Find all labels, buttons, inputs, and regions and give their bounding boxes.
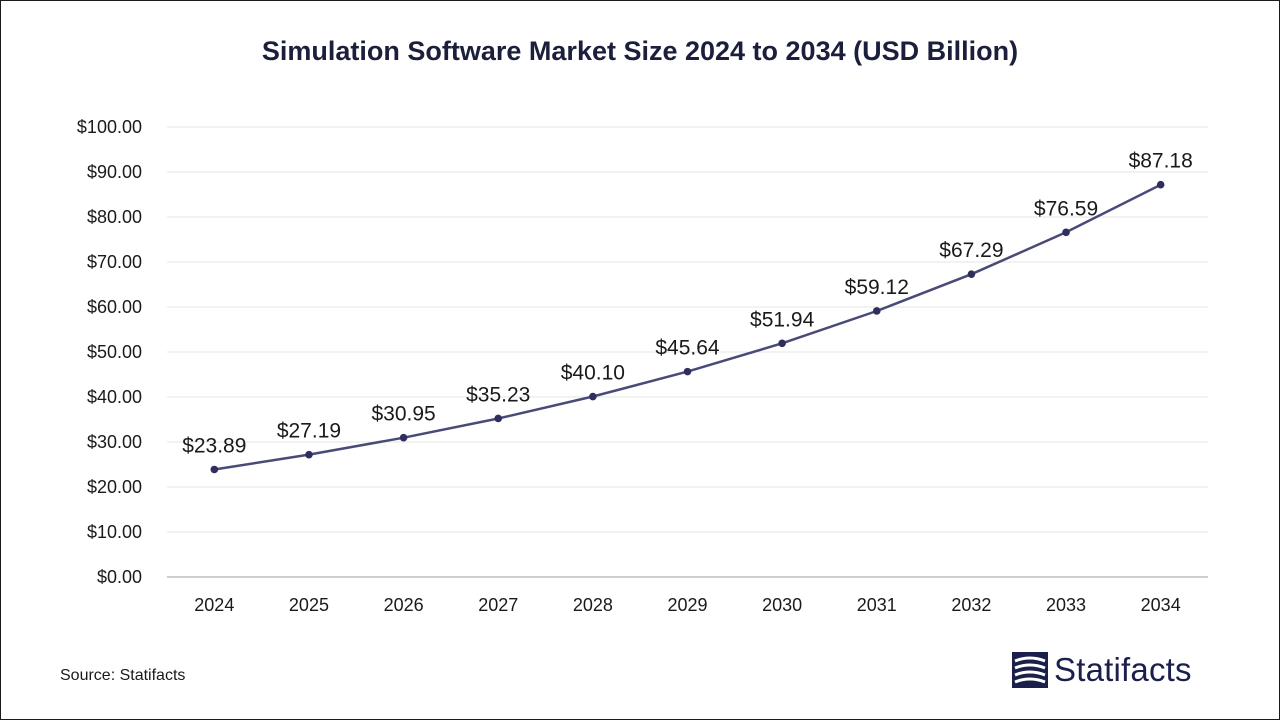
statifacts-logo-icon: [1012, 652, 1048, 688]
data-label: $23.89: [182, 434, 246, 457]
data-label: $59.12: [845, 276, 909, 299]
x-tick-label: 2025: [289, 595, 329, 615]
x-tick-label: 2033: [1046, 595, 1086, 615]
data-point: [778, 339, 786, 348]
data-point: [494, 414, 503, 423]
data-point: [1156, 180, 1165, 189]
y-axis-tick-labels: $0.00 $10.00 $20.00 $30.00 $40.00 $50.00 $60.0…: [77, 117, 142, 587]
data-point: [589, 392, 597, 401]
x-tick-label: 2034: [1141, 595, 1181, 615]
data-point: [210, 465, 219, 474]
data-label: $35.23: [466, 383, 530, 406]
y-tick-label: $50.00: [87, 342, 142, 362]
data-label: $51.94: [750, 308, 815, 331]
data-point: [872, 307, 881, 315]
data-point: [305, 450, 313, 459]
series-line: [214, 183, 1162, 471]
data-label: $45.64: [655, 337, 720, 360]
x-axis-tick-labels: 2024 2025 2026 2027 2028 2029 2030 2031 2032 2033…: [194, 595, 1180, 615]
x-tick-label: 2026: [384, 595, 424, 615]
statifacts-logo: Statifacts: [1012, 650, 1192, 690]
data-label: $30.95: [371, 403, 435, 426]
data-label: $40.10: [561, 362, 625, 385]
data-points: [210, 180, 1165, 474]
y-tick-label: $20.00: [87, 477, 142, 497]
data-point: [967, 270, 976, 278]
y-tick-label: $70.00: [87, 252, 142, 272]
y-tick-label: $80.00: [87, 207, 142, 227]
x-tick-label: 2030: [762, 595, 802, 615]
y-tick-label: $40.00: [87, 387, 142, 407]
x-tick-label: 2024: [194, 595, 234, 615]
data-label: $67.29: [939, 239, 1003, 262]
y-tick-label: $90.00: [87, 162, 142, 182]
data-label: $27.19: [277, 420, 341, 443]
x-tick-label: 2027: [478, 595, 518, 615]
x-tick-label: 2028: [573, 595, 613, 615]
y-tick-label: $10.00: [87, 522, 142, 542]
chart-title: Simulation Software Market Size 2024 to …: [261, 36, 1019, 66]
data-point: [399, 433, 408, 442]
data-labels: $23.89 $27.19 $30.95 $35.23 $40.10 $45.64 $51.…: [182, 150, 1193, 458]
data-point: [1062, 228, 1070, 237]
gridlines: [167, 126, 1208, 533]
y-tick-label: $60.00: [87, 297, 142, 317]
data-label: $76.59: [1034, 197, 1098, 220]
x-tick-label: 2032: [951, 595, 991, 615]
y-tick-label: $30.00: [87, 432, 142, 452]
y-tick-label: $100.00: [77, 117, 142, 137]
y-tick-label: $0.00: [97, 567, 142, 587]
source-note: Source: Statifacts: [60, 667, 186, 684]
x-tick-label: 2029: [667, 595, 707, 615]
statifacts-logo-text: Statifacts: [1054, 651, 1192, 688]
data-point: [683, 367, 692, 376]
x-tick-label: 2031: [857, 595, 897, 615]
data-label: $87.18: [1129, 150, 1193, 173]
